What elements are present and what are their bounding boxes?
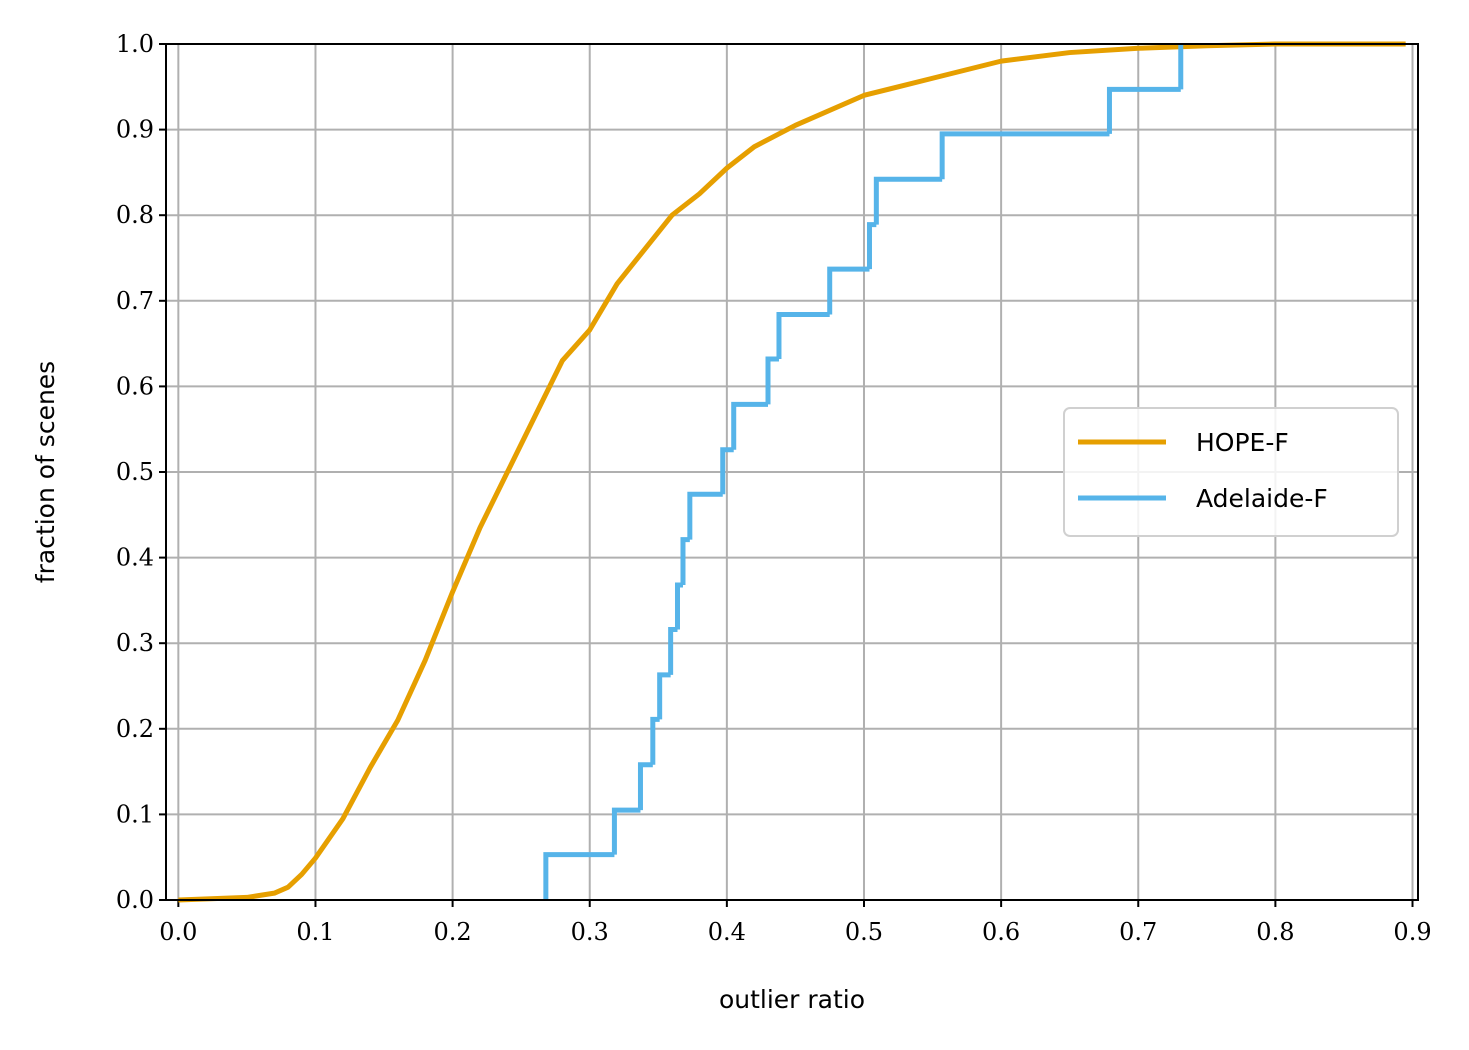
y-tick-label: 0.2 [116,715,154,743]
x-tick-label: 0.2 [434,918,472,946]
step-segment [611,807,641,855]
step-segment [657,672,671,720]
step-segment [827,266,870,315]
step-segment [543,852,615,900]
step-segment [776,311,830,360]
step-segment [873,176,943,225]
line [178,41,1406,903]
y-axis-label: fraction of scenes [31,361,60,583]
y-tick-label: 1.0 [116,30,154,58]
step-segment [939,131,1110,180]
plot-frame [165,43,1419,901]
step-segment [720,447,734,495]
legend-label: Adelaide-F [1196,484,1328,513]
step-segment [1106,86,1181,134]
y-tick-label: 0.3 [116,629,154,657]
y-tick-label: 0.6 [116,372,154,400]
x-tick-label: 0.6 [982,918,1020,946]
x-tick-label: 0.1 [296,918,334,946]
step-segment [765,356,779,405]
step-segment [731,401,769,450]
x-tick-label: 0.4 [708,918,746,946]
step-segment [637,762,653,811]
y-tick-label: 0.7 [116,287,154,315]
y-tick-label: 0.4 [116,544,154,572]
y-tick-label: 0.9 [116,116,154,144]
y-tick-label: 0.0 [116,886,154,914]
x-tick-label: 0.5 [845,918,883,946]
x-tick-label: 0.3 [571,918,609,946]
legend-label: HOPE-F [1196,428,1289,457]
x-tick-label: 0.9 [1393,918,1431,946]
x-tick-label: 0.0 [159,918,197,946]
y-tick-label: 0.1 [116,800,154,828]
x-axis-label: outlier ratio [719,985,865,1014]
x-tick-label: 0.8 [1256,918,1294,946]
x-tick-label: 0.7 [1119,918,1157,946]
step-segment [687,491,723,540]
y-tick-label: 0.5 [116,458,154,486]
y-tick-label: 0.8 [116,201,154,229]
